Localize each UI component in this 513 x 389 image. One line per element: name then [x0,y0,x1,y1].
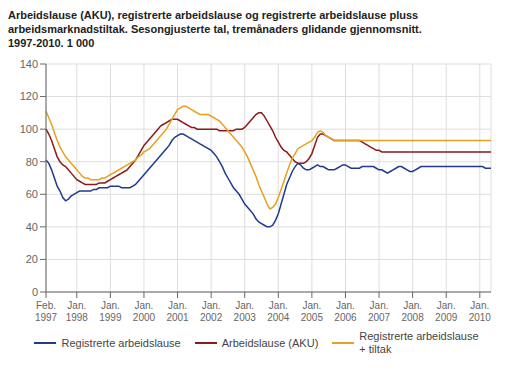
svg-text:Jan.2004: Jan.2004 [267,300,290,323]
svg-text:60: 60 [26,188,38,200]
svg-text:Jan.1999: Jan.1999 [99,300,122,323]
svg-text:Jan.2000: Jan.2000 [133,300,156,323]
html-text:Registrerte arbeidslause + til: Registrerte arbeidslause + tiltak [359,330,479,355]
svg-text:20: 20 [26,253,38,265]
svg-text:Jan.1998: Jan.1998 [66,300,89,323]
svg-text:Jan.2001: Jan.2001 [166,300,189,323]
svg-text:Jan.2010: Jan.2010 [469,300,492,323]
svg-text:Jan.2008: Jan.2008 [402,300,425,323]
svg-text:40: 40 [26,221,38,233]
svg-text:Jan.2009: Jan.2009 [435,300,458,323]
html-text:Registrerte arbeidslause: Registrerte arbeidslause [61,336,181,349]
svg-text:Jan.2003: Jan.2003 [234,300,257,323]
svg-text:Jan.2007: Jan.2007 [368,300,391,323]
svg-text:Jan.2006: Jan.2006 [334,300,357,323]
html-text:Arbeidslause (AKU): Arbeidslause (AKU) [221,336,319,349]
svg-text:Jan.2002: Jan.2002 [200,300,223,323]
svg-text:Feb.1997: Feb.1997 [35,300,58,323]
svg-text:140: 140 [20,58,38,70]
svg-text:100: 100 [20,123,38,135]
svg-text:120: 120 [20,90,38,102]
svg-text:Jan.2005: Jan.2005 [301,300,324,323]
svg-text:80: 80 [26,156,38,168]
html-text:Arbeidslause (AKU), registrert: Arbeidslause (AKU), registrerte arbeidsl… [8,9,422,49]
svg-text:0: 0 [32,286,38,298]
